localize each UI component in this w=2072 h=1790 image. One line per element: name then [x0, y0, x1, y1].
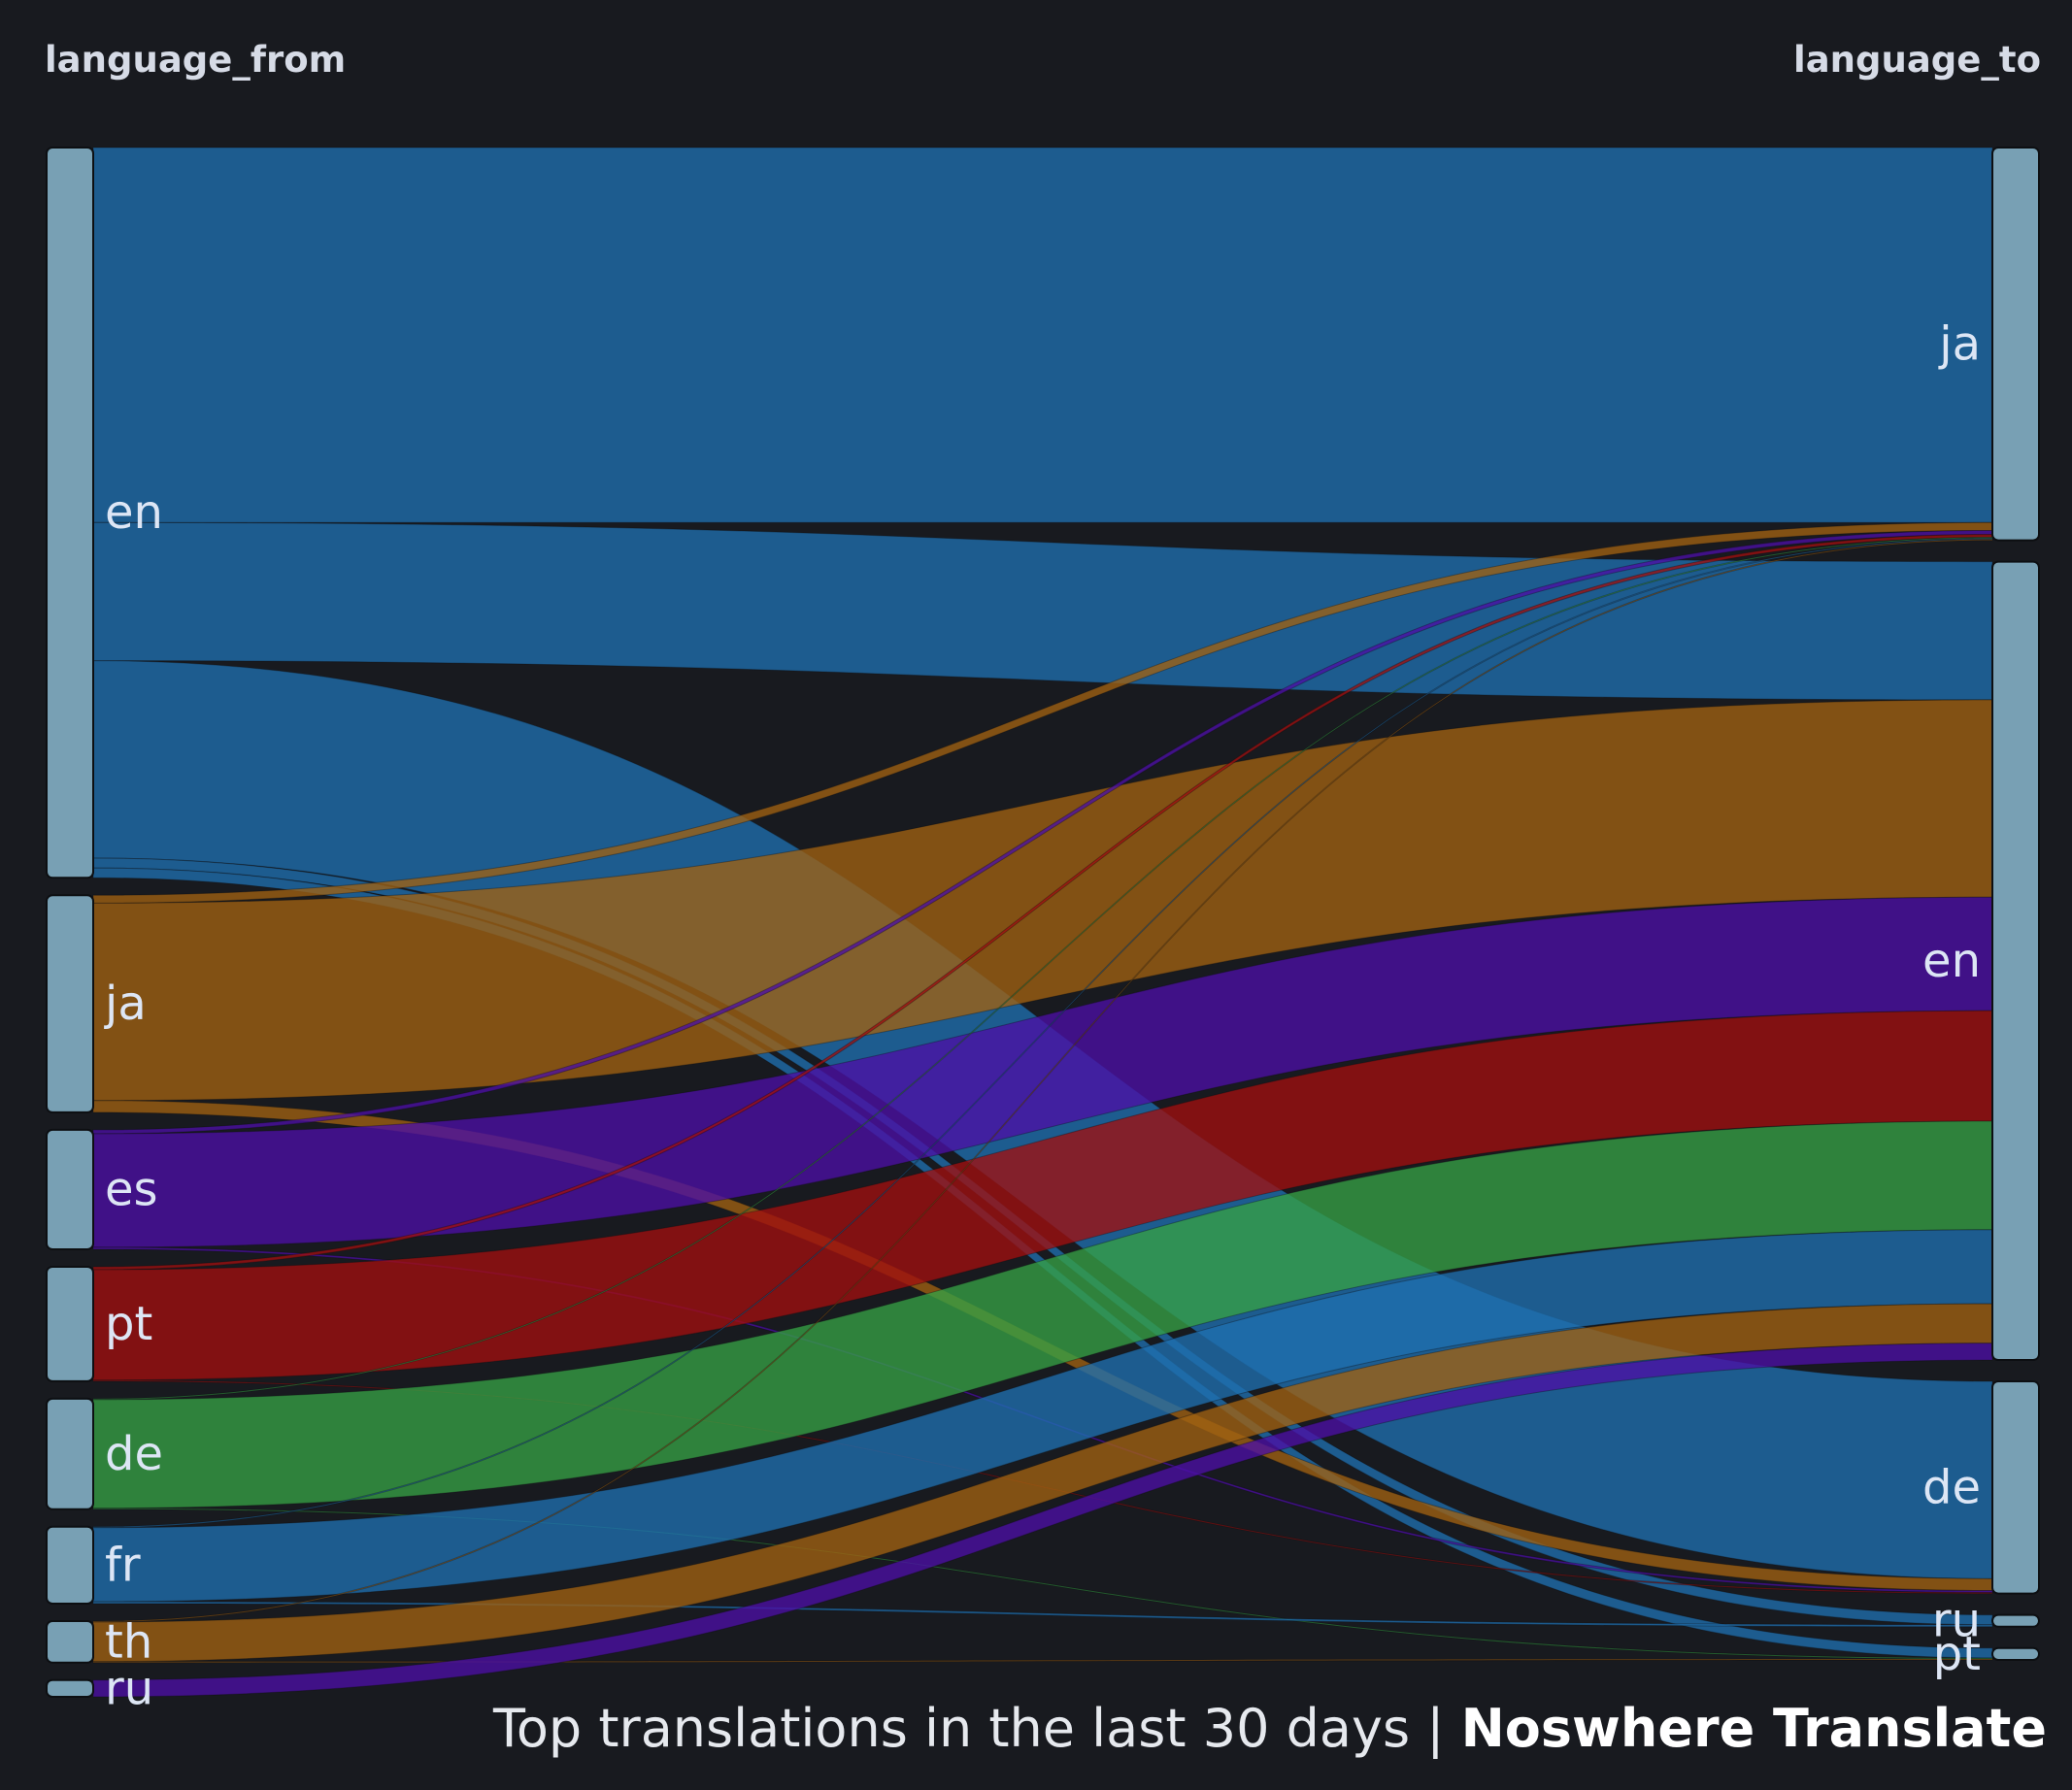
- node-label-from-es: es: [105, 1162, 158, 1216]
- node-from-th[interactable]: [46, 1620, 94, 1664]
- link-th-to-pt[interactable]: [92, 1658, 1993, 1664]
- links-layer: [92, 147, 1993, 1698]
- node-from-pt[interactable]: [46, 1265, 94, 1382]
- caption-text: Top translations in the last 30 days |: [493, 1698, 1461, 1759]
- node-label-to-de: de: [1922, 1460, 1981, 1514]
- link-en-to-en[interactable]: [92, 521, 1993, 701]
- node-from-es[interactable]: [46, 1128, 94, 1250]
- nodes-layer: [46, 147, 2040, 1699]
- node-from-fr[interactable]: [46, 1525, 94, 1606]
- node-label-from-fr: fr: [105, 1538, 141, 1592]
- node-to-ru[interactable]: [1991, 1613, 2040, 1628]
- link-en-to-ja[interactable]: [92, 147, 1993, 523]
- node-to-pt[interactable]: [1991, 1646, 2040, 1661]
- node-label-from-de: de: [105, 1427, 163, 1481]
- node-label-from-th: th: [105, 1614, 152, 1669]
- node-label-to-ru: ru: [1932, 1594, 1981, 1648]
- chart-caption: Top translations in the last 30 days | N…: [493, 1698, 2047, 1759]
- node-from-en[interactable]: [46, 147, 94, 879]
- node-label-from-en: en: [105, 485, 163, 540]
- node-label-from-pt: pt: [105, 1297, 152, 1351]
- node-to-de[interactable]: [1991, 1380, 2040, 1595]
- node-from-de[interactable]: [46, 1397, 94, 1510]
- node-label-to-pt: pt: [1933, 1627, 1981, 1681]
- node-from-ja[interactable]: [46, 894, 94, 1113]
- node-from-ru[interactable]: [46, 1678, 94, 1699]
- node-label-to-ja: ja: [1938, 316, 1981, 371]
- node-to-en[interactable]: [1991, 560, 2040, 1362]
- link-fr-to-ja[interactable]: [92, 538, 1993, 1529]
- node-label-from-ru: ru: [105, 1661, 153, 1715]
- node-to-ja[interactable]: [1991, 147, 2040, 542]
- dimension-label-from: language_from: [45, 39, 347, 81]
- dimension-label-to: language_to: [1793, 39, 2041, 81]
- caption-brand: Noswhere Translate: [1460, 1698, 2047, 1759]
- link-th-to-ja[interactable]: [92, 539, 1993, 1623]
- node-label-to-en: en: [1922, 934, 1981, 988]
- node-label-from-ja: ja: [104, 977, 147, 1031]
- link-ru-to-en[interactable]: [92, 1342, 1993, 1698]
